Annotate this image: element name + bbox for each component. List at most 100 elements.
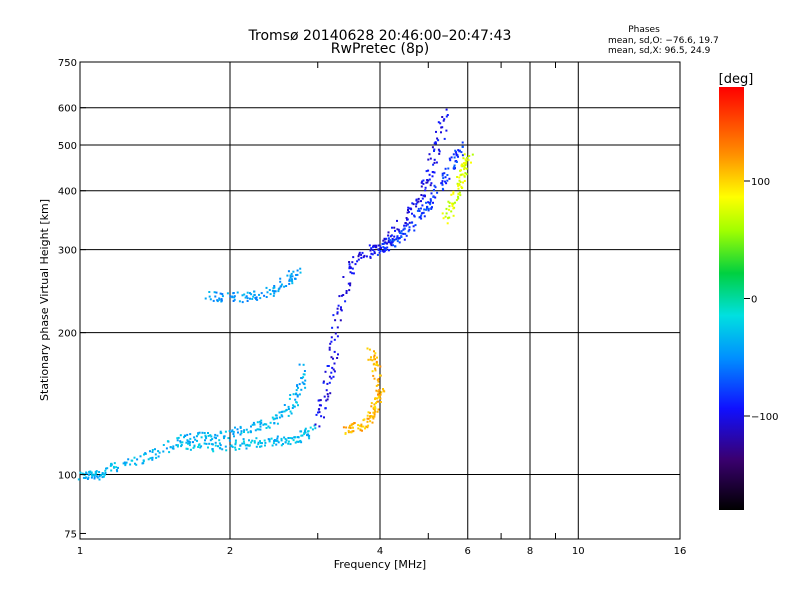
data-point: [304, 431, 307, 434]
data-point: [429, 198, 432, 201]
data-point: [302, 363, 305, 366]
data-point: [437, 148, 440, 151]
data-point: [446, 222, 449, 225]
data-point: [256, 428, 259, 431]
data-point: [333, 350, 336, 353]
data-point: [303, 430, 306, 433]
data-point: [251, 439, 254, 442]
data-point: [280, 437, 283, 440]
data-point: [372, 244, 375, 247]
data-point: [368, 244, 371, 247]
data-point: [375, 246, 378, 249]
data-point: [269, 421, 272, 424]
data-point: [454, 201, 456, 204]
data-point: [370, 405, 373, 408]
data-point: [106, 467, 109, 470]
data-point: [421, 204, 424, 207]
data-point: [133, 456, 136, 459]
data-point: [448, 157, 451, 160]
data-point: [251, 298, 254, 300]
data-point: [162, 450, 165, 453]
data-point: [280, 285, 283, 288]
data-point: [289, 437, 292, 439]
data-point: [374, 410, 377, 413]
data-point: [430, 182, 433, 185]
data-point: [427, 207, 430, 210]
data-point: [435, 161, 438, 164]
data-point: [200, 445, 203, 448]
data-point: [176, 439, 179, 442]
data-point: [205, 442, 208, 445]
data-point: [425, 181, 428, 184]
data-point: [339, 319, 342, 322]
data-point: [260, 445, 263, 448]
data-point: [330, 340, 333, 343]
data-point: [250, 293, 253, 296]
data-point: [149, 450, 151, 453]
data-point: [422, 211, 425, 214]
data-point: [207, 434, 210, 437]
data-point: [253, 423, 256, 426]
data-point: [432, 195, 435, 198]
data-point: [154, 453, 157, 456]
data-point: [443, 118, 446, 121]
data-point: [318, 404, 321, 407]
data-point: [331, 326, 334, 329]
data-point: [368, 411, 371, 414]
data-point: [336, 357, 339, 359]
data-point: [303, 373, 306, 376]
data-point: [347, 429, 350, 432]
data-point: [437, 121, 440, 124]
data-point: [207, 446, 209, 449]
data-point: [465, 167, 468, 170]
data-point: [212, 299, 215, 302]
phases-legend-title: Phases: [628, 25, 660, 35]
data-point: [377, 244, 380, 247]
data-point: [464, 172, 467, 175]
data-point: [285, 285, 288, 287]
data-point: [272, 418, 275, 421]
data-point: [357, 424, 360, 427]
data-point: [379, 393, 382, 396]
x-tick-label: 2: [227, 546, 233, 557]
data-point: [445, 129, 448, 132]
data-point: [373, 408, 376, 411]
phases-legend-o: mean, sd,O: −76.6, 19.7: [608, 36, 719, 46]
data-point: [387, 239, 390, 242]
data-point: [363, 418, 366, 421]
data-point: [139, 455, 142, 458]
data-point: [297, 436, 299, 439]
data-point: [144, 452, 147, 455]
data-point: [433, 142, 436, 145]
data-point: [289, 276, 292, 279]
data-point: [361, 429, 363, 432]
data-point: [192, 441, 194, 444]
data-point: [377, 400, 379, 403]
data-point: [372, 363, 375, 366]
data-point: [353, 422, 356, 424]
data-point: [186, 439, 189, 442]
data-point: [143, 453, 145, 456]
data-point: [157, 455, 160, 458]
data-point: [373, 252, 376, 255]
data-point: [249, 297, 251, 300]
data-point: [238, 448, 241, 450]
data-point: [372, 416, 374, 419]
data-point: [296, 273, 299, 276]
data-point: [257, 441, 260, 444]
data-point: [445, 182, 448, 185]
data-point: [211, 448, 214, 450]
data-point: [309, 426, 312, 429]
data-point: [228, 430, 231, 433]
data-point: [332, 368, 335, 371]
data-point: [302, 382, 305, 385]
data-point: [400, 230, 403, 233]
data-point: [276, 422, 279, 425]
data-point: [425, 207, 428, 210]
data-point: [452, 190, 455, 193]
data-point: [122, 462, 125, 465]
data-point: [288, 279, 291, 282]
data-point: [320, 404, 322, 407]
data-point: [387, 241, 390, 244]
